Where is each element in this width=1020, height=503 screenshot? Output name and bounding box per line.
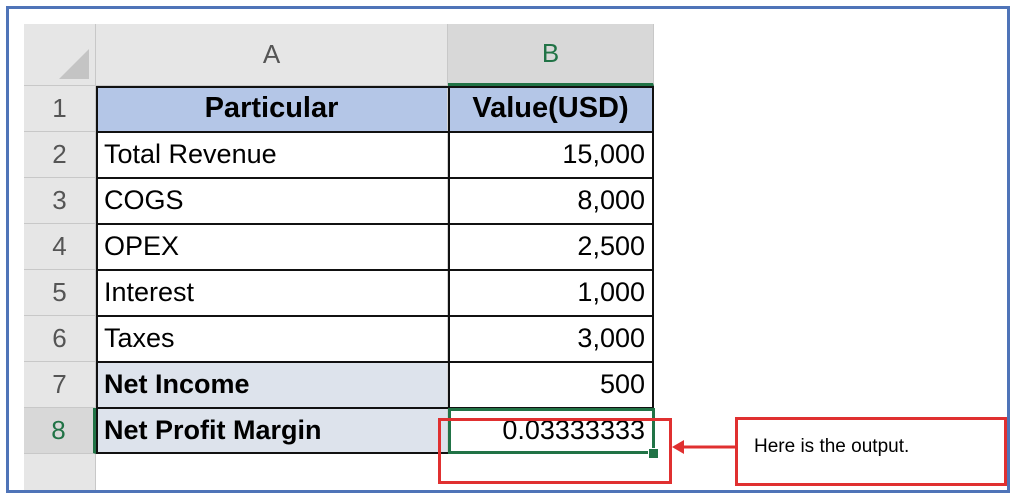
row-divider xyxy=(96,361,654,363)
column-header-b[interactable]: B xyxy=(448,24,654,86)
spreadsheet-grid[interactable]: A B 1 Particular Value(USD) 2 Total Reve… xyxy=(24,24,669,490)
cell-b1[interactable]: Value(USD) xyxy=(448,86,654,132)
row-header-5[interactable]: 5 xyxy=(24,270,96,316)
row-header-9[interactable] xyxy=(24,454,96,490)
cell-b5[interactable]: 1,000 xyxy=(448,270,654,316)
output-callout: Here is the output. xyxy=(735,417,1007,486)
arrow-left-icon xyxy=(672,440,735,454)
callout-text: Here is the output. xyxy=(754,436,910,457)
screenshot-frame: A B 1 Particular Value(USD) 2 Total Reve… xyxy=(6,6,1010,493)
cell-b6[interactable]: 3,000 xyxy=(448,316,654,362)
cell-a1[interactable]: Particular xyxy=(96,86,448,132)
cell-a2[interactable]: Total Revenue xyxy=(96,132,448,178)
row-divider xyxy=(96,131,654,133)
select-all-corner[interactable] xyxy=(24,24,96,86)
column-header-a[interactable]: A xyxy=(96,24,448,86)
fill-handle[interactable] xyxy=(648,448,659,459)
row-header-3[interactable]: 3 xyxy=(24,178,96,224)
row-header-1[interactable]: 1 xyxy=(24,86,96,132)
cell-b4[interactable]: 2,500 xyxy=(448,224,654,270)
row-divider xyxy=(96,177,654,179)
cell-a3[interactable]: COGS xyxy=(96,178,448,224)
row-divider xyxy=(96,315,654,317)
select-all-icon xyxy=(59,49,89,79)
cell-a7[interactable]: Net Income xyxy=(96,362,448,408)
output-highlight-box xyxy=(438,418,672,484)
cell-a4[interactable]: OPEX xyxy=(96,224,448,270)
row-divider xyxy=(96,407,654,409)
cell-b2[interactable]: 15,000 xyxy=(448,132,654,178)
cell-a8[interactable]: Net Profit Margin xyxy=(96,408,448,454)
row-divider xyxy=(96,223,654,225)
selected-cell-outline xyxy=(448,408,655,454)
row-header-2[interactable]: 2 xyxy=(24,132,96,178)
row-header-6[interactable]: 6 xyxy=(24,316,96,362)
row-header-4[interactable]: 4 xyxy=(24,224,96,270)
row-header-8[interactable]: 8 xyxy=(24,408,96,454)
cell-a5[interactable]: Interest xyxy=(96,270,448,316)
cell-b3[interactable]: 8,000 xyxy=(448,178,654,224)
cell-a6[interactable]: Taxes xyxy=(96,316,448,362)
row-divider xyxy=(96,269,654,271)
cell-b7[interactable]: 500 xyxy=(448,362,654,408)
row-header-7[interactable]: 7 xyxy=(24,362,96,408)
